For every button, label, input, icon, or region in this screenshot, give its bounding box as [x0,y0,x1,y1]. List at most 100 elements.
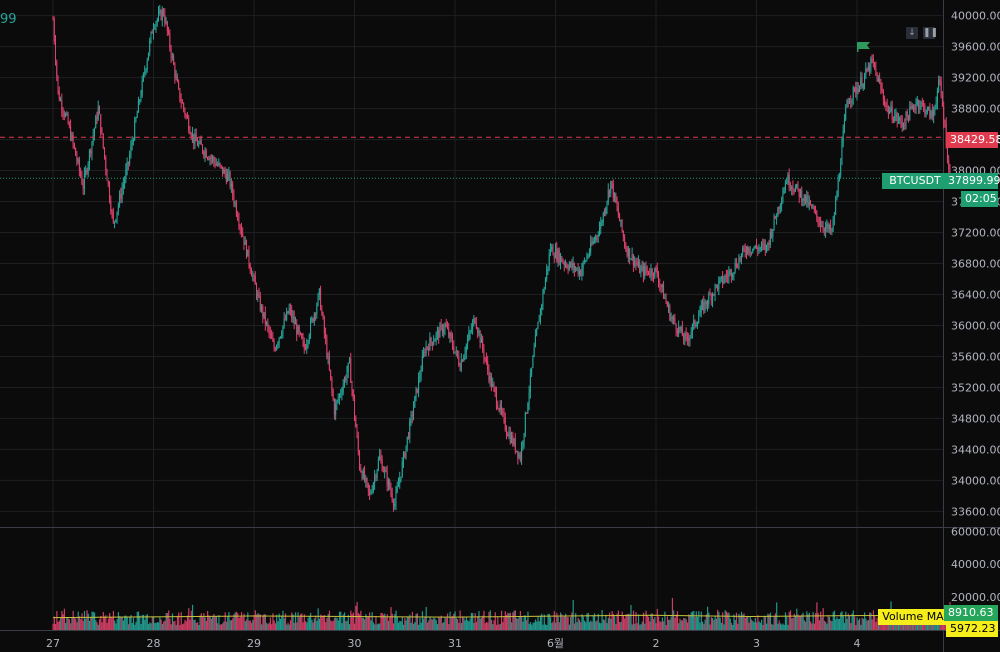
volume-bar [426,622,429,630]
volume-bar [861,617,863,630]
volume-bar [184,619,186,630]
volume-bar [232,618,234,630]
candle-body [877,78,879,82]
candle-body [52,19,54,21]
volume-bar [562,617,564,630]
volume-bar [472,613,474,630]
volume-bar [238,617,240,630]
candle-body [690,332,692,336]
volume-bar [768,614,770,630]
volume-bar [622,615,625,630]
candle-body [328,356,330,370]
volume-bar [61,610,63,630]
volume-bar [126,616,128,630]
scroll-down-icon[interactable]: ↓ [906,27,918,39]
candle-body [699,312,701,317]
candle-body [538,321,540,323]
volume-bar [395,610,397,630]
volume-bar [781,624,783,630]
candle-body [276,345,278,350]
volume-bar [335,617,337,630]
volume-bar [433,617,435,630]
volume-bar [531,624,533,630]
volume-bar [499,623,501,630]
candle-body [635,261,637,264]
volume-bar [833,610,836,630]
candle-body [637,261,639,266]
flag-icon[interactable] [856,41,872,53]
candle-body [199,140,201,144]
time-tick-label: 29 [247,637,261,650]
volume-bar [757,615,759,630]
volume-bar [71,617,73,630]
candle-body [168,31,170,34]
candle-body [576,267,578,269]
volume-bar [240,612,243,630]
volume-bar [859,618,861,630]
volume-bar [485,621,488,630]
candle-body [179,88,181,101]
candle-body [754,245,756,249]
candle-body [68,123,70,126]
volume-bar [327,614,329,630]
time-tick-label: 30 [348,637,362,650]
candle-body [139,100,141,102]
candle-body [245,240,247,257]
volume-bar [337,620,339,630]
volume-bar [507,612,509,630]
volume-bar [242,617,244,630]
volume-bar [380,613,382,630]
candle-body [639,261,641,274]
volume-bar [351,614,353,630]
volume-bar [369,612,371,630]
volume-bar [176,615,179,630]
volume-bar [484,623,486,630]
candle-body [642,266,644,276]
volume-bar [322,615,324,630]
candle-body [890,106,892,112]
volume-bar [747,616,749,630]
candle-body [543,289,545,292]
candle-body [215,164,217,166]
volume-bar [688,614,690,630]
volume-bar [659,621,661,630]
candle-body [580,270,582,276]
volume-bar [940,623,942,630]
volume-bar [301,613,303,630]
volume-bar [826,623,828,630]
volume-bar [276,614,278,630]
candle-body [724,275,726,281]
volume-bar [382,614,385,630]
volume-bar [509,612,511,630]
candle-body [649,274,651,276]
candle-body [70,125,72,140]
candle-body [827,223,829,230]
candle-body [694,320,696,326]
candle-body [925,112,927,114]
candle-body [85,170,87,174]
candle-body [684,333,686,340]
candle-body [96,116,98,120]
candle-body [521,445,523,461]
volume-bar [207,610,209,630]
candle-body [588,252,590,256]
pause-icon[interactable]: ❚❚ [923,27,939,39]
volume-bar [189,619,191,630]
candle-body [191,133,193,137]
candle-body [598,228,600,236]
candle-body [777,207,779,217]
candle-body [445,323,447,327]
volume-bar [100,615,102,630]
candle-body [480,338,482,343]
volume-bar [134,624,136,630]
volume-bar [689,615,691,630]
candle-body [395,491,397,504]
volume-bar [286,624,288,630]
volume-bar [678,623,680,630]
candle-body [141,79,143,96]
volume-bar [783,624,785,630]
volume-bar [283,618,285,630]
candle-body [158,12,160,20]
candle-body [389,480,391,489]
